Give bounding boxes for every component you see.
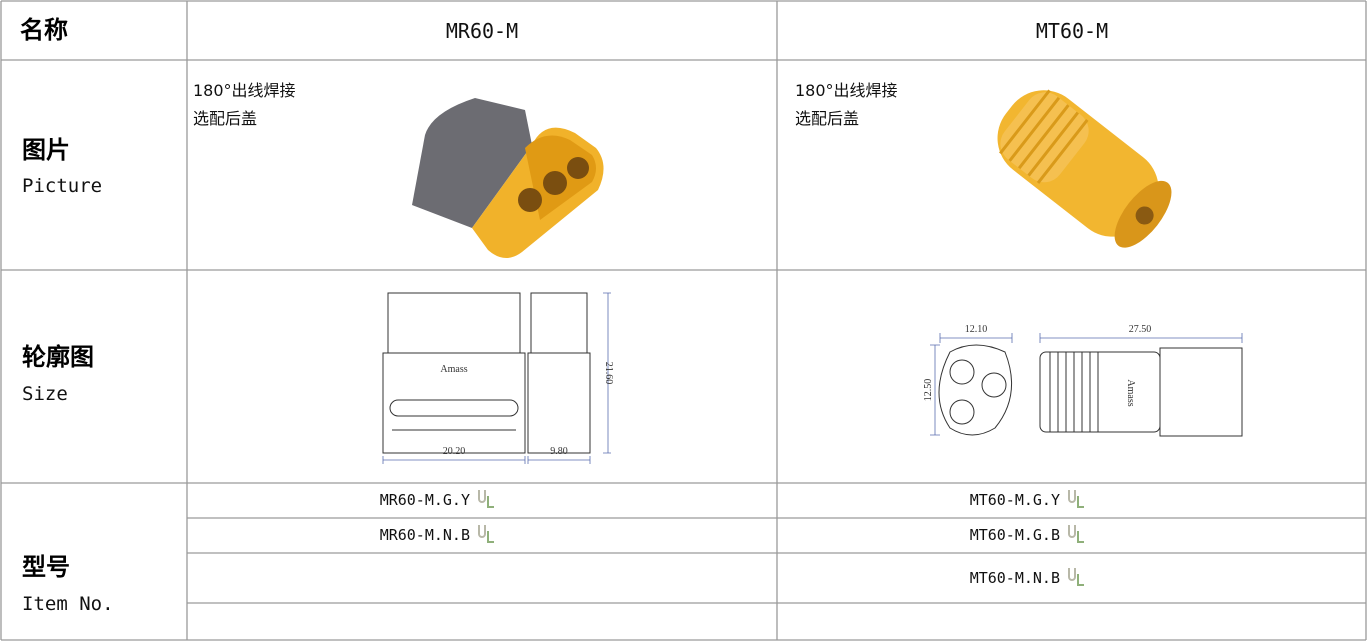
ul-u <box>1068 568 1076 581</box>
note: 180°出线焊接 <box>193 81 296 100</box>
ul-u <box>1068 490 1076 503</box>
row-sublabel: Picture <box>22 175 102 197</box>
column-title: MT60-M <box>1036 19 1108 43</box>
dimension: 20.20 <box>443 446 466 457</box>
row-label: 型号 <box>22 553 70 581</box>
brand: Amass <box>440 364 467 375</box>
ul-icon <box>478 490 494 508</box>
row-sublabel: Item No. <box>22 593 114 615</box>
dimension: 12.10 <box>965 324 988 335</box>
ul-icon <box>478 525 494 543</box>
model-number: MR60-M.N.B <box>380 526 470 544</box>
model-number: MT60-M.N.B <box>970 569 1060 587</box>
ul-u <box>1068 525 1076 538</box>
dimension: 27.50 <box>1129 324 1152 335</box>
column-title: MR60-M <box>446 19 518 43</box>
mt60-photo <box>997 89 1172 248</box>
model-number: MR60-M.G.Y <box>380 491 470 509</box>
ul-u <box>478 490 486 503</box>
ul-icon <box>1068 568 1084 586</box>
mr60-drawing: Amass 20.20 9.80 21.60 <box>382 292 614 464</box>
ul-l <box>487 496 494 508</box>
ul-icon <box>1068 490 1084 508</box>
note: 选配后盖 <box>795 109 859 128</box>
dimension: 9.80 <box>550 446 568 457</box>
model-list: MR60-M.G.Y MR60-M.N.B MT60-M.G.Y MT60-M.G.B… <box>380 490 1084 587</box>
note: 180°出线焊接 <box>795 81 898 100</box>
ul-l <box>1077 496 1084 508</box>
mt60-drawing: Amass 12.10 27.50 12.50 <box>923 324 1243 437</box>
row-label: 轮廓图 <box>22 343 94 371</box>
ul-icon <box>1068 525 1084 543</box>
dimension: 12.50 <box>923 379 934 402</box>
ul-u <box>478 525 486 538</box>
note: 选配后盖 <box>193 109 257 128</box>
ul-l <box>487 531 494 543</box>
mr60-photo <box>412 98 604 259</box>
model-number: MT60-M.G.Y <box>970 491 1060 509</box>
header-label: 名称 <box>20 16 68 44</box>
model-number: MT60-M.G.B <box>970 526 1060 544</box>
row-label: 图片 <box>22 136 70 164</box>
ul-l <box>1077 531 1084 543</box>
dimension: 21.60 <box>603 362 614 385</box>
ul-l <box>1077 574 1084 586</box>
brand: Amass <box>1125 379 1136 406</box>
row-sublabel: Size <box>22 383 68 405</box>
